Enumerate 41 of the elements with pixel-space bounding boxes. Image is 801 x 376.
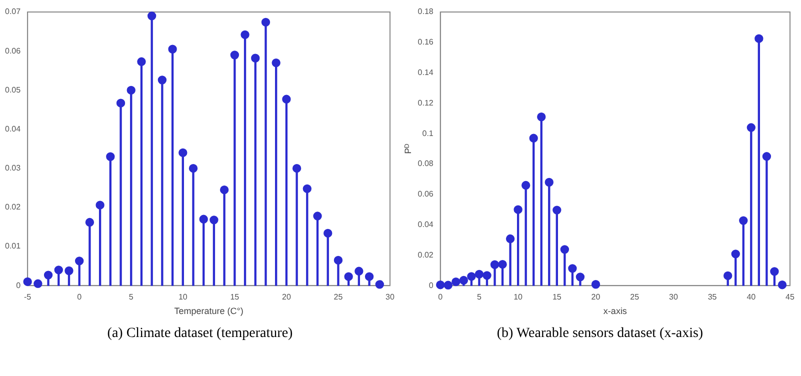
y-tick-label: 0.04 <box>4 124 22 134</box>
y-tick-label: 0.1 <box>422 128 434 138</box>
y-tick-label: 0 <box>16 280 22 290</box>
y-tick-label: 0 <box>428 280 434 290</box>
y-tick-label: 0.06 <box>418 190 434 199</box>
x-tick-label: 5 <box>476 292 482 302</box>
y-tick-label: 0.08 <box>418 159 434 168</box>
y-tick-label: 0.16 <box>418 38 434 47</box>
y-tick-label: 0.18 <box>418 7 434 16</box>
x-tick-label: 25 <box>334 292 344 302</box>
x-tick-label: 15 <box>552 292 562 302</box>
x-tick-label: 0 <box>77 292 82 302</box>
y-tick-label: 0.03 <box>4 164 22 173</box>
y-tick-label: 0.02 <box>4 202 22 212</box>
x-tick-label: 25 <box>630 292 640 302</box>
x-tick-label: 30 <box>386 292 395 302</box>
x-tick-label: 20 <box>591 292 601 302</box>
x-tick-label: 35 <box>708 292 718 302</box>
y-tick-label: 0.14 <box>418 68 434 78</box>
y-tick-label: 0.05 <box>4 85 22 94</box>
text: (a) Climate dataset (temperature) <box>106 326 294 342</box>
y-tick-label: 0.04 <box>418 220 434 230</box>
x-tick-label: 15 <box>230 292 240 302</box>
y-tick-label: 0.02 <box>418 250 434 260</box>
y-tick-label: 0.07 <box>4 7 22 16</box>
x-tick-label: 40 <box>746 292 756 302</box>
x-tick-label: 5 <box>128 292 134 302</box>
x-tick-label: 0 <box>438 292 444 302</box>
y-axis-title: Pᴰ <box>402 144 413 154</box>
x-axis-title: x-axis <box>603 306 628 316</box>
y-tick-label: 0.12 <box>418 98 434 108</box>
x-tick-label: 20 <box>282 292 292 302</box>
y-tick-label: 0.01 <box>4 242 22 251</box>
text: (b) Wearable sensors dataset (x-axis) <box>496 326 704 342</box>
x-tick-label: 10 <box>178 292 188 302</box>
x-axis-title: Temperature (C°) <box>174 306 244 316</box>
x-tick-label: -5 <box>24 292 32 302</box>
x-tick-label: 10 <box>514 292 524 302</box>
x-tick-label: 45 <box>786 292 795 302</box>
y-tick-label: 0.06 <box>4 46 22 56</box>
x-tick-label: 30 <box>669 292 678 302</box>
